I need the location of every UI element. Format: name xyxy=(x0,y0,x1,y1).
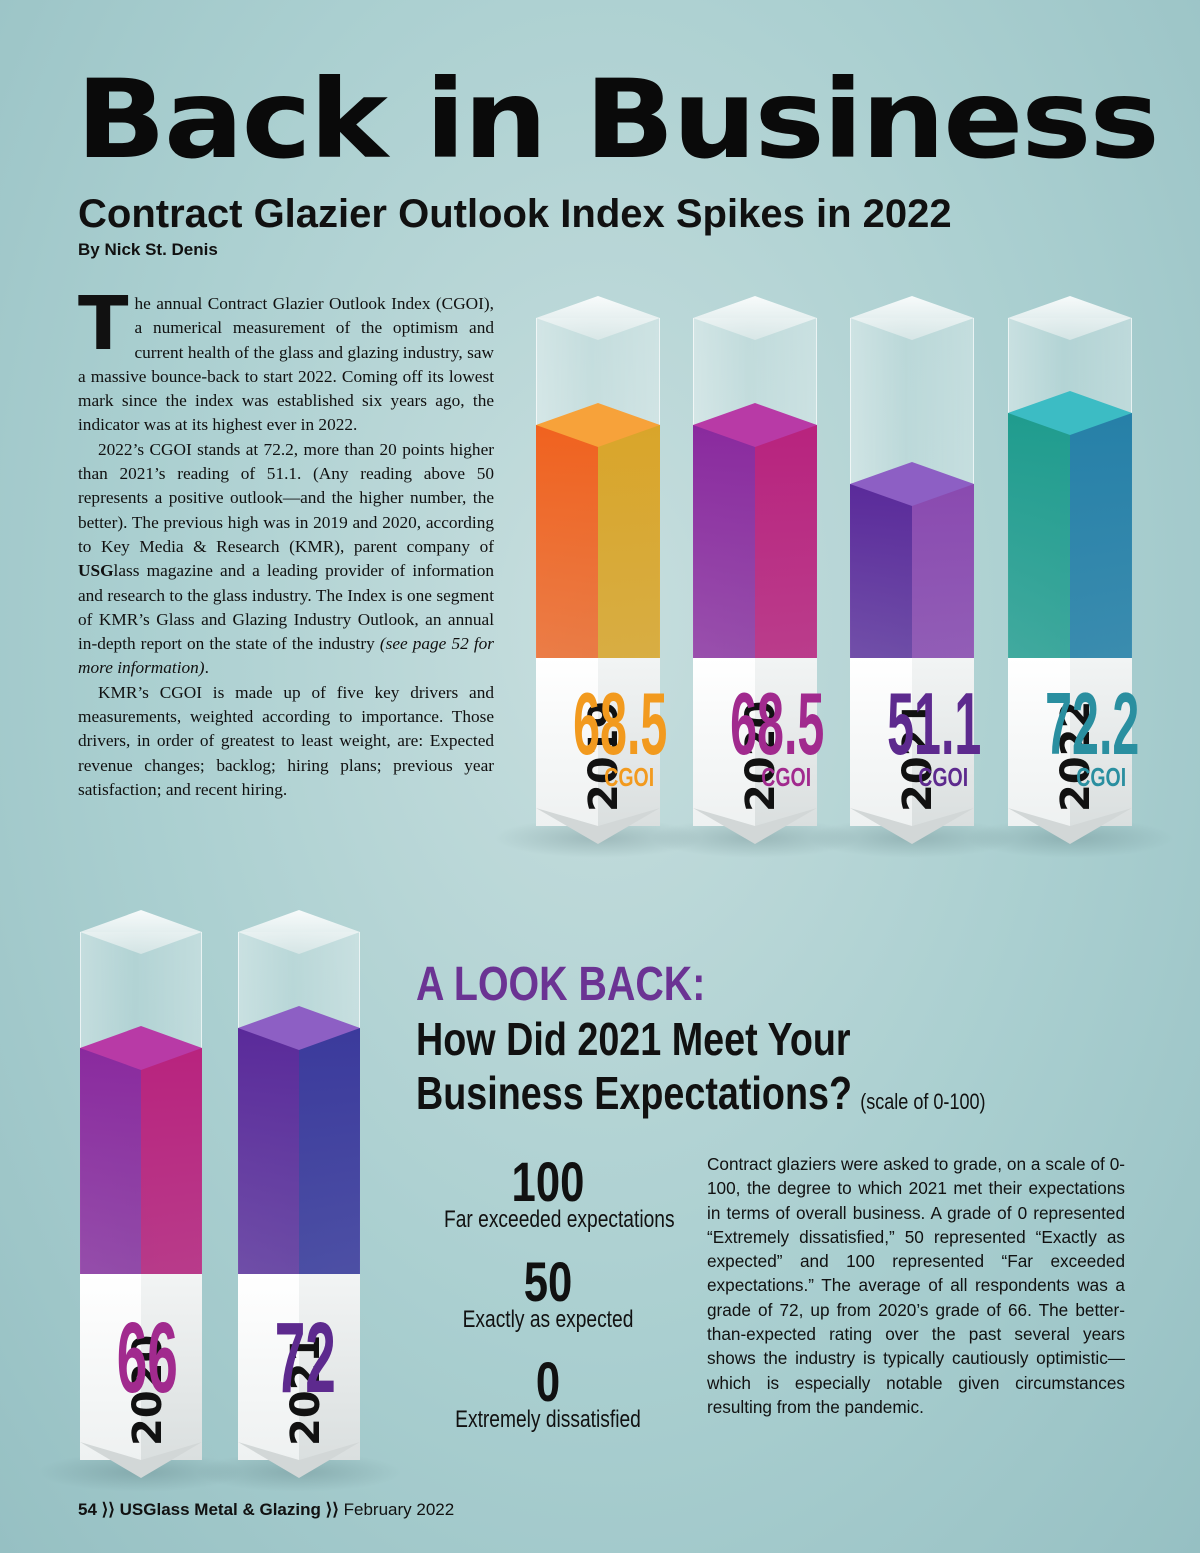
lookback-scale-note: (scale of 0-100) xyxy=(860,1089,986,1114)
lookback-question-line-1: How Did 2021 Meet Your xyxy=(416,1013,851,1065)
page-footer: 54 ⟩⟩ USGlass Metal & Glazing ⟩⟩ Februar… xyxy=(78,1500,454,1520)
drop-cap: T xyxy=(78,281,129,367)
lookback-bar-2020-fill-left-face xyxy=(80,1048,141,1274)
cgoi-bar-2021-fill-right-face xyxy=(912,484,974,658)
cgoi-bar-2022: 2022 72.2 CGOI xyxy=(964,296,1176,858)
lookback-bar-2021-fill-right-face xyxy=(299,1028,360,1274)
cgoi-bar-2020-fill xyxy=(693,403,817,658)
article-paragraph-2-text-c: . xyxy=(204,658,209,678)
lookback-bar-2020-fill-right-face xyxy=(141,1048,202,1274)
page-number: 54 xyxy=(78,1500,97,1519)
scale-desc-100: Far exceeded expectations xyxy=(444,1206,675,1233)
cgoi-bar-2020-base-right-face xyxy=(755,658,817,826)
cgoi-bar-2019-fill-left-face xyxy=(536,425,598,658)
scale-value-100: 100 xyxy=(511,1150,585,1213)
cgoi-bar-2020-value-label: 68.5 xyxy=(730,674,825,773)
cgoi-bar-2022-unit-label: CGOI xyxy=(1076,762,1126,792)
cgoi-bar-2019-value-label: 68.5 xyxy=(573,674,668,773)
lookback-bar-2021-fill xyxy=(238,1006,360,1274)
cgoi-bar-2020-fill-left-face xyxy=(693,425,755,658)
cgoi-bar-2019-base-left-face xyxy=(536,658,598,826)
cgoi-bar-2021-base: 2021 51.1 CGOI xyxy=(850,658,982,844)
article-paragraph-3-text: KMR’s CGOI is made up of five key driver… xyxy=(78,682,494,799)
lookback-bar-2020-base: 2020 66 xyxy=(80,1274,202,1478)
cgoi-bar-2020: 2020 68.5 CGOI xyxy=(649,296,861,858)
lookback-bar-2020-base-left-face xyxy=(80,1274,141,1460)
cgoi-bar-2022-fill xyxy=(1008,391,1132,658)
cgoi-bar-2020-base-left-face xyxy=(693,658,755,826)
lookback-bar-2020-fill xyxy=(80,1026,202,1274)
cgoi-bar-2019-fill xyxy=(536,403,660,658)
scale-desc-0: Extremely dissatisfied xyxy=(455,1406,641,1433)
cgoi-bar-2019-unit-label: CGOI xyxy=(604,762,654,792)
lookback-question-line-2-text: Business Expectations? xyxy=(416,1067,853,1119)
scale-desc-50: Exactly as expected xyxy=(462,1306,634,1333)
lookback-bar-2021: 2021 72 xyxy=(195,910,403,1492)
cgoi-bar-2022-fill-left-face xyxy=(1008,413,1070,658)
cgoi-bar-2019: 2019 68.5 CGOI xyxy=(492,296,704,858)
cgoi-bar-2021: 2021 51.1 CGOI xyxy=(806,296,1018,858)
cgoi-bar-2021-value-label: 51.1 xyxy=(887,674,982,773)
page-reference: (see page 52 for more information) xyxy=(78,634,494,678)
byline: By Nick St. Denis xyxy=(78,240,218,259)
cgoi-bar-2019-fill-right-face xyxy=(598,425,660,658)
cgoi-bar-2021-fill xyxy=(850,462,974,658)
cgoi-bar-2021-base-right-face xyxy=(912,658,974,826)
article-paragraph-2: 2022’s CGOI stands at 72.2, more than 20… xyxy=(78,438,494,681)
cgoi-bar-2021-fill-left-face xyxy=(850,484,912,658)
lookback-bar-2020: 2020 66 xyxy=(37,910,245,1492)
lookback-bar-2020-value-label: 66 xyxy=(116,1302,179,1414)
cgoi-bar-2022-base-right-face xyxy=(1070,658,1132,826)
lookback-bar-2021-base-right-face xyxy=(299,1274,360,1460)
footer-separator-2: ⟩⟩ xyxy=(325,1500,339,1519)
cgoi-bar-2022-base: 2022 72.2 CGOI xyxy=(1008,658,1140,844)
cgoi-bar-2019-base: 2019 68.5 CGOI xyxy=(536,658,668,844)
lookback-bar-2021-base: 2021 72 xyxy=(238,1274,360,1478)
scale-value-50: 50 xyxy=(523,1250,573,1313)
lookback-bar-2020-base-right-face xyxy=(141,1274,202,1460)
lookback-bar-2021-value-label: 72 xyxy=(274,1302,337,1414)
footer-separator-1: ⟩⟩ xyxy=(101,1500,115,1519)
cgoi-bar-2020-fill-right-face xyxy=(755,425,817,658)
lookback-bar-2021-base-left-face xyxy=(238,1274,299,1460)
lookback-title: A LOOK BACK: xyxy=(416,958,706,1011)
subheadline: Contract Glazier Outlook Index Spikes in… xyxy=(78,192,952,236)
cgoi-bar-2020-unit-label: CGOI xyxy=(761,762,811,792)
cgoi-bar-2022-base-left-face xyxy=(1008,658,1070,826)
magazine-brand-rest: lass xyxy=(113,561,140,581)
cgoi-bar-2020-base: 2020 68.5 CGOI xyxy=(693,658,825,844)
scale-value-0: 0 xyxy=(535,1350,561,1413)
headline: Back in Business xyxy=(76,55,1160,183)
lookback-body-text: Contract glaziers were asked to grade, o… xyxy=(707,1154,1125,1417)
lookback-question-line-2: Business Expectations? (scale of 0-100) xyxy=(416,1068,986,1127)
cgoi-bar-2022-value-label: 72.2 xyxy=(1045,674,1140,773)
cgoi-bar-2021-unit-label: CGOI xyxy=(918,762,968,792)
magazine-name: USGlass Metal & Glazing xyxy=(119,1500,321,1519)
article-paragraph-1-text: he annual Contract Glazier Outlook Index… xyxy=(78,294,494,435)
cgoi-bar-2019-base-right-face xyxy=(598,658,660,826)
issue-date: February 2022 xyxy=(343,1500,455,1519)
magazine-brand-bold: USG xyxy=(78,561,114,581)
article-paragraph-2-text-a: 2022’s CGOI stands at 72.2, more than 20… xyxy=(78,439,494,556)
cgoi-bar-2021-base-left-face xyxy=(850,658,912,826)
cgoi-bar-2022-fill-right-face xyxy=(1070,413,1132,658)
lookback-bar-2021-fill-left-face xyxy=(238,1028,299,1274)
article-paragraph-3: KMR’s CGOI is made up of five key driver… xyxy=(78,681,494,802)
article-paragraph-2-text-b: magazine and a leading provider of infor… xyxy=(78,561,494,654)
